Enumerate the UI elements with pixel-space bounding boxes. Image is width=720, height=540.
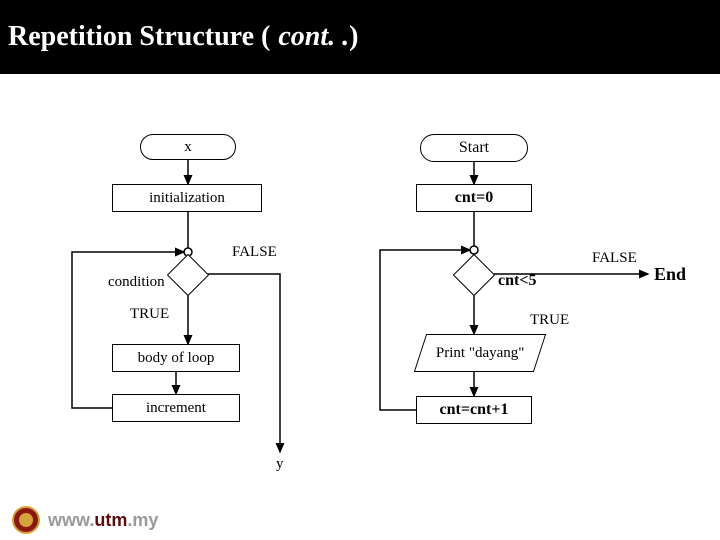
- slide-title: Repetition Structure ( cont. . ): [0, 0, 720, 74]
- node-body: body of loop: [112, 344, 240, 372]
- node-initialization: initialization: [112, 184, 262, 212]
- label-true-left: TRUE: [130, 306, 169, 323]
- footer-my: .my: [127, 510, 158, 530]
- node-cnt-inc: cnt=cnt+1: [416, 396, 532, 424]
- footer-mid: utm: [94, 510, 127, 530]
- title-suffix: ): [349, 21, 358, 53]
- title-prefix: Repetition Structure (: [8, 21, 270, 53]
- node-cnt0-label: cnt=0: [455, 189, 493, 207]
- node-start-label: Start: [459, 139, 489, 157]
- node-init-label: initialization: [149, 190, 225, 207]
- node-cnt0: cnt=0: [416, 184, 532, 212]
- label-true-right: TRUE: [530, 312, 569, 329]
- node-y: y: [276, 456, 284, 473]
- node-x-label: x: [184, 139, 192, 156]
- title-italic: cont. .: [278, 21, 349, 53]
- node-end: End: [654, 264, 686, 285]
- node-increment: increment: [112, 394, 240, 422]
- node-inc-label: cnt=cnt+1: [440, 401, 509, 419]
- node-condition-left-label: condition: [108, 274, 165, 291]
- node-condition-right-label: cnt<5: [498, 272, 536, 290]
- node-x: x: [140, 134, 236, 160]
- footer: www.utm.my: [0, 500, 720, 540]
- node-incr-label: increment: [146, 400, 206, 417]
- diagram-canvas: x initialization condition body of loop …: [0, 74, 720, 540]
- footer-url: www.utm.my: [48, 510, 158, 531]
- node-print: Print "dayang": [414, 334, 546, 372]
- node-start: Start: [420, 134, 528, 162]
- label-false-right: FALSE: [592, 250, 637, 267]
- label-false-left: FALSE: [232, 244, 277, 261]
- edges-svg: [0, 74, 720, 540]
- node-print-label: Print "dayang": [436, 345, 524, 362]
- utm-crest-icon: [12, 506, 40, 534]
- node-body-label: body of loop: [138, 350, 215, 367]
- footer-www: www.: [48, 510, 94, 530]
